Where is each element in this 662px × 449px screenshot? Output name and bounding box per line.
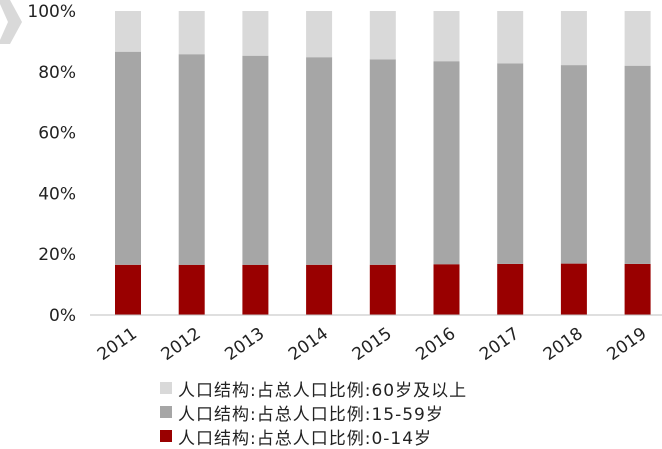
bar-segment-2013-series-2: [242, 11, 269, 56]
chevron-icon: [0, 0, 22, 44]
bar-segment-2012-series-1: [178, 54, 205, 265]
bar-segment-2015-series-0: [369, 264, 396, 315]
x-tick-label: 2017: [476, 324, 523, 365]
bar-segment-2018-series-0: [560, 263, 587, 315]
legend-label: 人口结构:占总人口比例:60岁及以上: [178, 380, 468, 401]
y-axis-tick-labels: 0% 20% 40% 60% 80% 100%: [27, 2, 76, 326]
bar-segment-2016-series-1: [433, 61, 460, 265]
bar-segment-2017-series-0: [497, 263, 524, 315]
x-tick-label: 2018: [540, 324, 587, 365]
bar-segment-2016-series-2: [433, 11, 460, 62]
legend-swatch: [160, 406, 172, 418]
x-tick-label: 2015: [349, 324, 396, 365]
bar-segment-2011-series-2: [115, 11, 141, 52]
x-tick-label: 2012: [158, 324, 205, 365]
y-tick-label: 0%: [49, 306, 76, 326]
bar-segment-2014-series-0: [306, 264, 333, 315]
legend-item: 人口结构:占总人口比例:15-59岁: [160, 400, 467, 425]
x-tick-label: 2016: [412, 324, 459, 365]
bar-segment-2019-series-0: [624, 263, 651, 315]
bar-segment-2019-series-1: [624, 65, 651, 264]
y-tick-label: 80%: [38, 63, 76, 83]
legend-item: 人口结构:占总人口比例:60岁及以上: [160, 376, 468, 401]
legend-label: 人口结构:占总人口比例:0-14岁: [178, 428, 433, 449]
bars-group: [115, 11, 651, 315]
legend-swatch: [160, 430, 172, 442]
bar-segment-2014-series-2: [306, 11, 333, 58]
bar-segment-2017-series-2: [497, 11, 524, 64]
bar-segment-2012-series-0: [178, 264, 205, 315]
bar-segment-2017-series-1: [497, 63, 524, 264]
bar-segment-2015-series-2: [369, 11, 396, 60]
x-tick-label: 2019: [604, 324, 651, 365]
bar-segment-2011-series-1: [115, 51, 141, 265]
x-tick-label: 2014: [285, 324, 332, 365]
bar-segment-2014-series-1: [306, 57, 333, 265]
y-tick-label: 20%: [38, 245, 76, 265]
legend-item: 人口结构:占总人口比例:0-14岁: [160, 424, 467, 449]
bar-segment-2012-series-2: [178, 11, 205, 55]
bar-segment-2011-series-0: [115, 264, 141, 315]
bar-segment-2018-series-2: [560, 11, 587, 66]
bar-segment-2016-series-0: [433, 264, 460, 315]
y-tick-label: 60%: [38, 124, 76, 144]
y-tick-label: 40%: [38, 184, 76, 204]
legend-label: 人口结构:占总人口比例:15-59岁: [178, 404, 444, 425]
x-tick-label: 2013: [221, 324, 268, 365]
bar-segment-2013-series-0: [242, 264, 269, 315]
x-tick-label: 2011: [94, 324, 141, 365]
y-tick-label: 100%: [27, 2, 76, 22]
legend: 人口结构:占总人口比例:60岁及以上 人口结构:占总人口比例:15-59岁 人口结构…: [160, 376, 468, 449]
x-axis-tick-labels: 2011 2012 2013 2014 2015 2016 2017 2018 2019: [94, 324, 651, 365]
bar-segment-2015-series-1: [369, 59, 396, 265]
bar-segment-2018-series-1: [560, 65, 587, 264]
bar-segment-2019-series-2: [624, 11, 651, 66]
stacked-bar-chart: 0%20%40%60%80%100% 2011 2012 2013 2014 2015 2…: [0, 0, 662, 365]
legend-swatch: [160, 382, 172, 394]
bar-segment-2013-series-1: [242, 55, 269, 265]
corner-chevron-decoration: [0, 0, 22, 44]
